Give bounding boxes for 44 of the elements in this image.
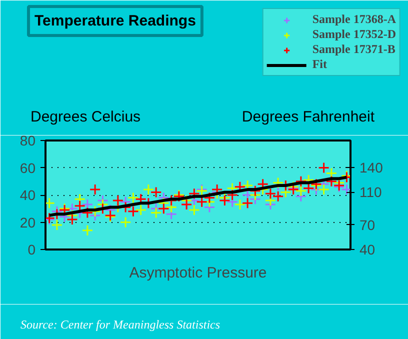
point: [82, 224, 94, 236]
y-axis-title: Degrees Celcius: [30, 108, 141, 126]
legend-label: Sample 17371-B: [312, 42, 396, 57]
point: [272, 190, 284, 202]
point: [326, 167, 338, 179]
point: [188, 188, 200, 200]
point: [112, 194, 124, 206]
point: [127, 192, 139, 204]
point: [120, 216, 132, 228]
point: [66, 214, 78, 226]
point: [150, 206, 162, 218]
point: [318, 162, 330, 174]
point: [51, 219, 63, 231]
point: [158, 202, 170, 214]
y2-tick-label: 140: [360, 160, 384, 176]
y2-tick-label: 110: [360, 184, 382, 200]
point: [150, 186, 162, 198]
point: [188, 204, 200, 216]
y-tick-label: 40: [20, 187, 36, 203]
y-tick-label: 60: [20, 160, 36, 176]
y-tick-label: 20: [20, 214, 36, 230]
chart-title: Temperature Readings: [34, 12, 196, 30]
y2-tick-label: 40: [360, 242, 376, 258]
point: [295, 176, 307, 188]
point: [89, 184, 101, 196]
x-axis-title: Asymptotic Pressure: [129, 264, 267, 282]
y2-axis-title: Degrees Fahrenheit: [242, 108, 376, 126]
point: [318, 184, 330, 196]
y-tick-label: 80: [20, 132, 36, 148]
legend-label: Sample 17352-D: [312, 27, 396, 42]
source-note: Source: Center for Meaningless Statistics: [20, 318, 220, 332]
point: [234, 198, 246, 210]
y2-tick-label: 70: [360, 216, 376, 233]
point: [264, 188, 276, 200]
point: [142, 184, 154, 196]
legend-label: Fit: [312, 57, 328, 72]
point: [272, 176, 284, 188]
point: [82, 206, 94, 218]
legend-label: Sample 17368-A: [312, 12, 396, 27]
point: [135, 204, 147, 216]
point: [295, 185, 307, 197]
point: [326, 176, 338, 188]
y-tick-label: 0: [28, 242, 36, 258]
point: [242, 197, 254, 209]
